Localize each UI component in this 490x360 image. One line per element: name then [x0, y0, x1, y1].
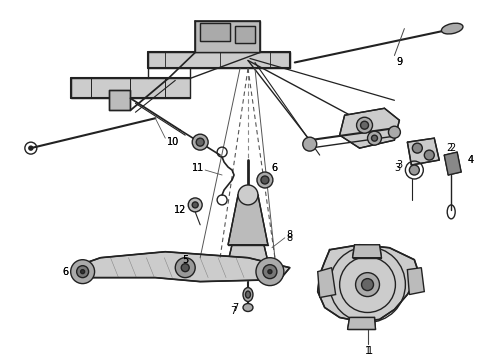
Circle shape	[181, 264, 189, 272]
Text: 12: 12	[174, 205, 186, 215]
Polygon shape	[195, 21, 260, 53]
Text: 10: 10	[167, 137, 179, 147]
Polygon shape	[148, 53, 290, 68]
Text: 6: 6	[272, 163, 278, 173]
Circle shape	[263, 265, 277, 279]
Polygon shape	[407, 268, 424, 294]
Text: 9: 9	[396, 58, 402, 67]
Text: 3: 3	[396, 160, 402, 170]
Polygon shape	[75, 252, 290, 282]
Ellipse shape	[245, 291, 250, 298]
Ellipse shape	[441, 23, 463, 34]
Circle shape	[71, 260, 95, 284]
Circle shape	[196, 138, 204, 146]
Circle shape	[413, 143, 422, 153]
Circle shape	[361, 121, 368, 129]
Circle shape	[29, 146, 33, 150]
Polygon shape	[318, 268, 336, 298]
Text: 7: 7	[230, 306, 236, 316]
Text: 7: 7	[232, 302, 238, 312]
Text: 2: 2	[446, 143, 452, 153]
Text: 3: 3	[394, 163, 400, 173]
Polygon shape	[318, 245, 419, 321]
Circle shape	[356, 273, 379, 297]
Text: 12: 12	[174, 205, 186, 215]
Polygon shape	[407, 138, 439, 165]
Circle shape	[256, 258, 284, 285]
Circle shape	[188, 198, 202, 212]
Circle shape	[192, 134, 208, 150]
Circle shape	[357, 117, 372, 133]
Text: 11: 11	[192, 163, 204, 173]
Text: 5: 5	[182, 255, 188, 265]
Circle shape	[389, 126, 400, 138]
Circle shape	[175, 258, 195, 278]
Text: 6: 6	[272, 163, 278, 173]
Polygon shape	[347, 318, 375, 329]
Text: 1: 1	[365, 346, 370, 356]
Circle shape	[192, 202, 198, 208]
Polygon shape	[353, 245, 382, 258]
Text: 4: 4	[468, 155, 474, 165]
Polygon shape	[444, 152, 461, 175]
Text: 2: 2	[449, 143, 455, 153]
Text: 8: 8	[287, 233, 293, 243]
Text: 10: 10	[167, 137, 179, 147]
Text: 5: 5	[182, 255, 188, 265]
Circle shape	[371, 135, 377, 141]
Circle shape	[76, 266, 89, 278]
Polygon shape	[200, 23, 230, 41]
Polygon shape	[235, 26, 255, 42]
Text: 1: 1	[367, 346, 372, 356]
Circle shape	[362, 279, 373, 291]
Polygon shape	[340, 108, 399, 148]
Circle shape	[409, 165, 419, 175]
Polygon shape	[71, 78, 190, 98]
Polygon shape	[226, 245, 270, 270]
Circle shape	[238, 185, 258, 205]
Ellipse shape	[243, 303, 253, 311]
Circle shape	[257, 172, 273, 188]
Text: 11: 11	[192, 163, 204, 173]
Ellipse shape	[243, 288, 253, 302]
Polygon shape	[108, 90, 130, 110]
Polygon shape	[228, 195, 268, 245]
Circle shape	[81, 270, 85, 274]
Text: 8: 8	[287, 230, 293, 240]
Circle shape	[424, 150, 434, 160]
Text: 9: 9	[396, 58, 402, 67]
Circle shape	[368, 131, 382, 145]
Text: 6: 6	[63, 267, 69, 276]
Circle shape	[268, 270, 272, 274]
Circle shape	[303, 137, 317, 151]
Circle shape	[261, 176, 269, 184]
Text: 6: 6	[63, 267, 69, 276]
Text: 4: 4	[468, 155, 474, 165]
